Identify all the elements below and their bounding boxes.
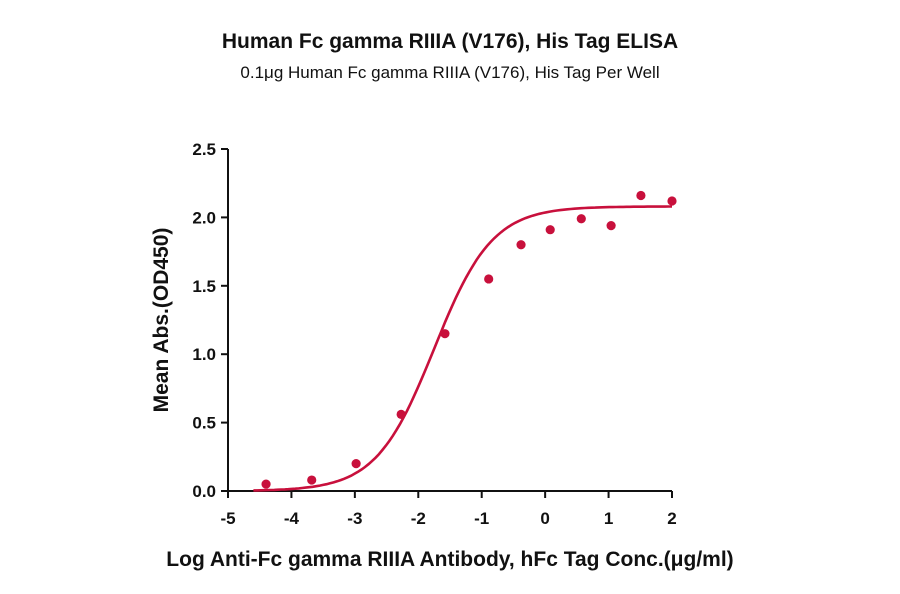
x-tick-label: -1 <box>474 509 489 528</box>
data-point <box>440 329 450 339</box>
y-axis-label: Mean Abs.(OD450) <box>150 228 173 413</box>
x-tick-label: 1 <box>604 509 613 528</box>
data-point <box>606 221 616 231</box>
x-axis-label: Log Anti-Fc gamma RIIIA Antibody, hFc Ta… <box>166 548 733 571</box>
data-point <box>261 479 271 489</box>
x-tick-label: -4 <box>284 509 300 528</box>
data-points <box>261 190 677 489</box>
data-point <box>545 225 555 235</box>
y-tick-label: 1.0 <box>192 345 216 364</box>
data-point <box>396 409 406 419</box>
data-point <box>636 190 646 201</box>
chart-title: Human Fc gamma RIIIA (V176), His Tag ELI… <box>222 30 678 53</box>
data-point <box>667 196 677 206</box>
x-tick-label: 2 <box>667 509 676 528</box>
data-point <box>351 459 361 469</box>
x-tick-label: -3 <box>347 509 362 528</box>
x-tick-label: 0 <box>540 509 549 528</box>
data-point <box>516 240 526 250</box>
x-tick-label: -5 <box>220 509 235 528</box>
axes: -5 -4 -3 -2 -1 0 1 2 0.0 0.5 1.0 1.5 2.0 2.5 <box>192 140 676 528</box>
y-tick-label: 2.0 <box>192 208 216 227</box>
y-tick-label: 2.5 <box>192 140 216 159</box>
data-point <box>307 475 317 485</box>
x-tick-label: -2 <box>411 509 426 528</box>
y-tick-label: 1.5 <box>192 277 216 296</box>
y-tick-label: 0.0 <box>192 482 216 501</box>
data-point <box>576 214 586 224</box>
chart-subtitle: 0.1μg Human Fc gamma RIIIA (V176), His T… <box>240 63 659 82</box>
fit-curve <box>253 205 672 492</box>
data-point <box>484 274 494 284</box>
y-tick-label: 0.5 <box>192 414 216 433</box>
